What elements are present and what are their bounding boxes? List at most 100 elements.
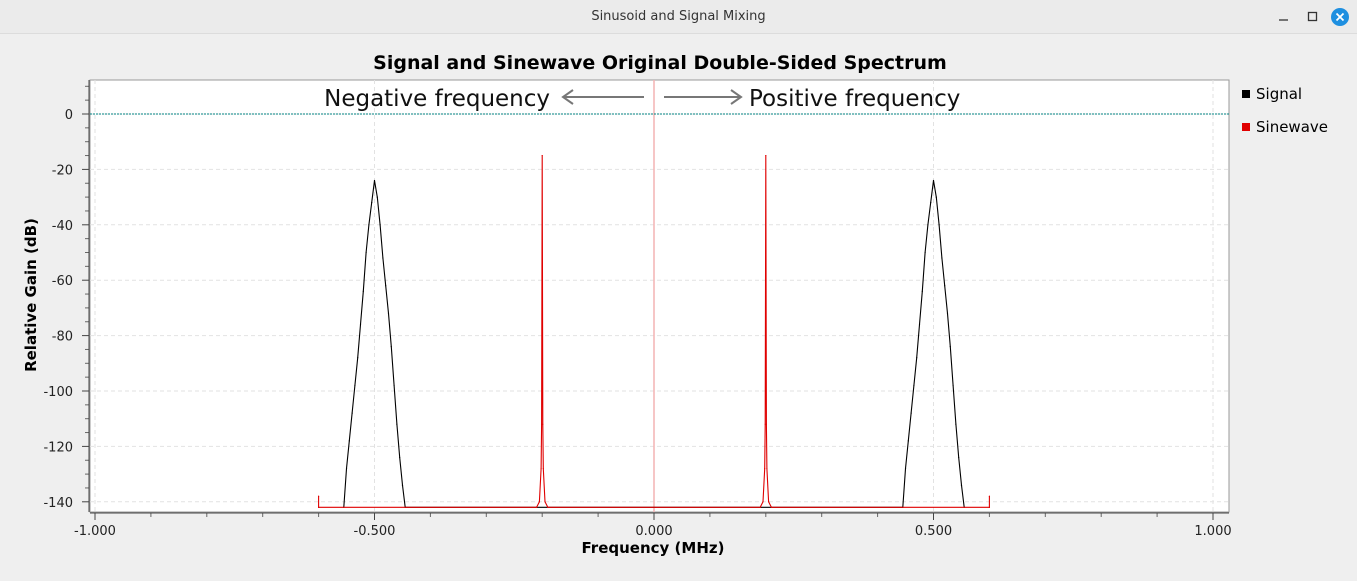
- data-point-signal: [955, 423, 957, 425]
- data-point-sinewave: [767, 501, 770, 503]
- grid-lines: [90, 80, 1229, 512]
- data-point-sinewave: [770, 506, 772, 508]
- y-tick-label: -140: [43, 496, 73, 511]
- data-point-signal: [351, 412, 353, 414]
- data-point-signal: [938, 224, 940, 226]
- y-axis-label: Relative Gain (dB): [22, 218, 40, 372]
- data-point-signal: [930, 202, 932, 204]
- data-point-signal: [952, 384, 954, 387]
- data-point-signal: [368, 224, 370, 226]
- x-tick-label: 0.000: [635, 524, 672, 539]
- data-point-signal: [373, 179, 376, 182]
- left-arrow-icon: [561, 89, 644, 105]
- minimize-icon[interactable]: [1273, 6, 1295, 28]
- data-point-signal: [387, 312, 390, 315]
- negative-frequency-annotation: Negative frequency: [324, 86, 550, 112]
- y-tick-label: -40: [52, 219, 73, 234]
- series-layer: [318, 154, 991, 508]
- data-point-signal: [918, 323, 921, 326]
- data-point-signal: [946, 312, 949, 315]
- data-point-signal: [399, 456, 401, 459]
- data-point-signal: [941, 257, 943, 259]
- positive-frequency-annotation: Positive frequency: [749, 86, 960, 112]
- x-axis: -1.000 -0.500 0.000 0.500 1.000: [74, 512, 1232, 539]
- plot-canvas[interactable]: [89, 79, 1230, 513]
- legend-swatch-sinewave: [1242, 123, 1250, 131]
- right-arrow-icon: [664, 89, 743, 105]
- data-point-sinewave: [536, 506, 538, 508]
- data-point-signal: [354, 384, 356, 387]
- data-point-sinewave: [988, 506, 991, 508]
- data-point-sinewave: [538, 501, 541, 503]
- x-tick-label: 0.500: [915, 524, 952, 539]
- x-tick-label: 1.000: [1194, 524, 1231, 539]
- data-point-sinewave: [764, 467, 766, 470]
- data-point-sinewave: [541, 154, 543, 157]
- data-point-sinewave: [547, 506, 549, 508]
- data-point-signal: [904, 467, 907, 470]
- data-point-signal: [913, 384, 915, 387]
- data-point-signal: [935, 196, 937, 198]
- data-point-signal: [345, 467, 348, 470]
- legend: Signal Sinewave: [1242, 85, 1328, 136]
- chart-title: Signal and Sinewave Original Double-Side…: [373, 52, 947, 74]
- data-point-sinewave: [541, 423, 543, 425]
- maximize-icon[interactable]: [1302, 6, 1324, 28]
- data-point-signal: [916, 357, 918, 359]
- y-tick-label: -100: [43, 385, 73, 400]
- x-axis-label: Frequency (MHz): [582, 539, 725, 557]
- y-tick-label: -120: [43, 440, 73, 455]
- data-point-signal: [371, 202, 373, 204]
- data-point-sinewave: [542, 467, 544, 470]
- data-point-signal: [359, 323, 362, 326]
- data-point-sinewave: [765, 154, 767, 157]
- legend-label-signal[interactable]: Signal: [1256, 85, 1302, 103]
- data-point-signal: [958, 456, 960, 459]
- spectrum-chart[interactable]: Signal and Sinewave Original Double-Side…: [0, 34, 1357, 577]
- window-title: Sinusoid and Signal Mixing: [591, 9, 766, 24]
- y-tick-label: -20: [52, 163, 73, 178]
- data-point-signal: [932, 179, 935, 182]
- data-point-signal: [960, 484, 963, 486]
- data-point-sinewave: [544, 501, 546, 503]
- plot-area-container: Signal and Sinewave Original Double-Side…: [0, 34, 1357, 577]
- data-point-signal: [944, 285, 946, 287]
- data-point-signal: [949, 346, 951, 348]
- data-point-sinewave: [988, 495, 991, 497]
- data-point-sinewave: [762, 501, 764, 503]
- data-point-signal: [927, 224, 929, 226]
- data-point-signal: [390, 346, 392, 348]
- data-point-signal: [396, 423, 398, 425]
- series-line-sinewave: [318, 154, 990, 508]
- data-point-signal: [924, 251, 926, 254]
- close-icon[interactable]: [1329, 6, 1351, 28]
- y-tick-label: -80: [52, 330, 73, 345]
- data-point-signal: [393, 384, 395, 387]
- y-axis: 0 -20 -40 -60 -80 -100 -120 -140: [43, 80, 90, 512]
- data-point-signal: [357, 357, 359, 359]
- data-point-signal: [379, 224, 381, 226]
- data-point-sinewave: [759, 506, 761, 508]
- data-point-signal: [376, 196, 378, 198]
- data-point-signal: [385, 285, 387, 287]
- window-titlebar: Sinusoid and Signal Mixing: [0, 0, 1357, 34]
- y-tick-label: -60: [52, 274, 73, 289]
- legend-swatch-signal: [1242, 90, 1250, 98]
- data-point-sinewave: [318, 495, 320, 497]
- data-point-sinewave: [540, 467, 542, 470]
- data-point-sinewave: [318, 506, 320, 508]
- data-point-signal: [401, 484, 404, 486]
- data-point-sinewave: [764, 423, 766, 425]
- data-point-signal: [382, 257, 384, 259]
- data-point-signal: [921, 290, 923, 292]
- data-point-signal: [910, 412, 912, 414]
- data-point-signal: [365, 251, 367, 254]
- x-tick-label: -0.500: [354, 524, 396, 539]
- legend-label-sinewave[interactable]: Sinewave: [1256, 118, 1328, 136]
- x-tick-label: -1.000: [74, 524, 116, 539]
- data-point-sinewave: [766, 467, 768, 470]
- data-point-sinewave: [542, 423, 544, 425]
- data-point-sinewave: [765, 423, 767, 425]
- y-tick-label: 0: [65, 108, 73, 123]
- data-point-signal: [348, 440, 350, 442]
